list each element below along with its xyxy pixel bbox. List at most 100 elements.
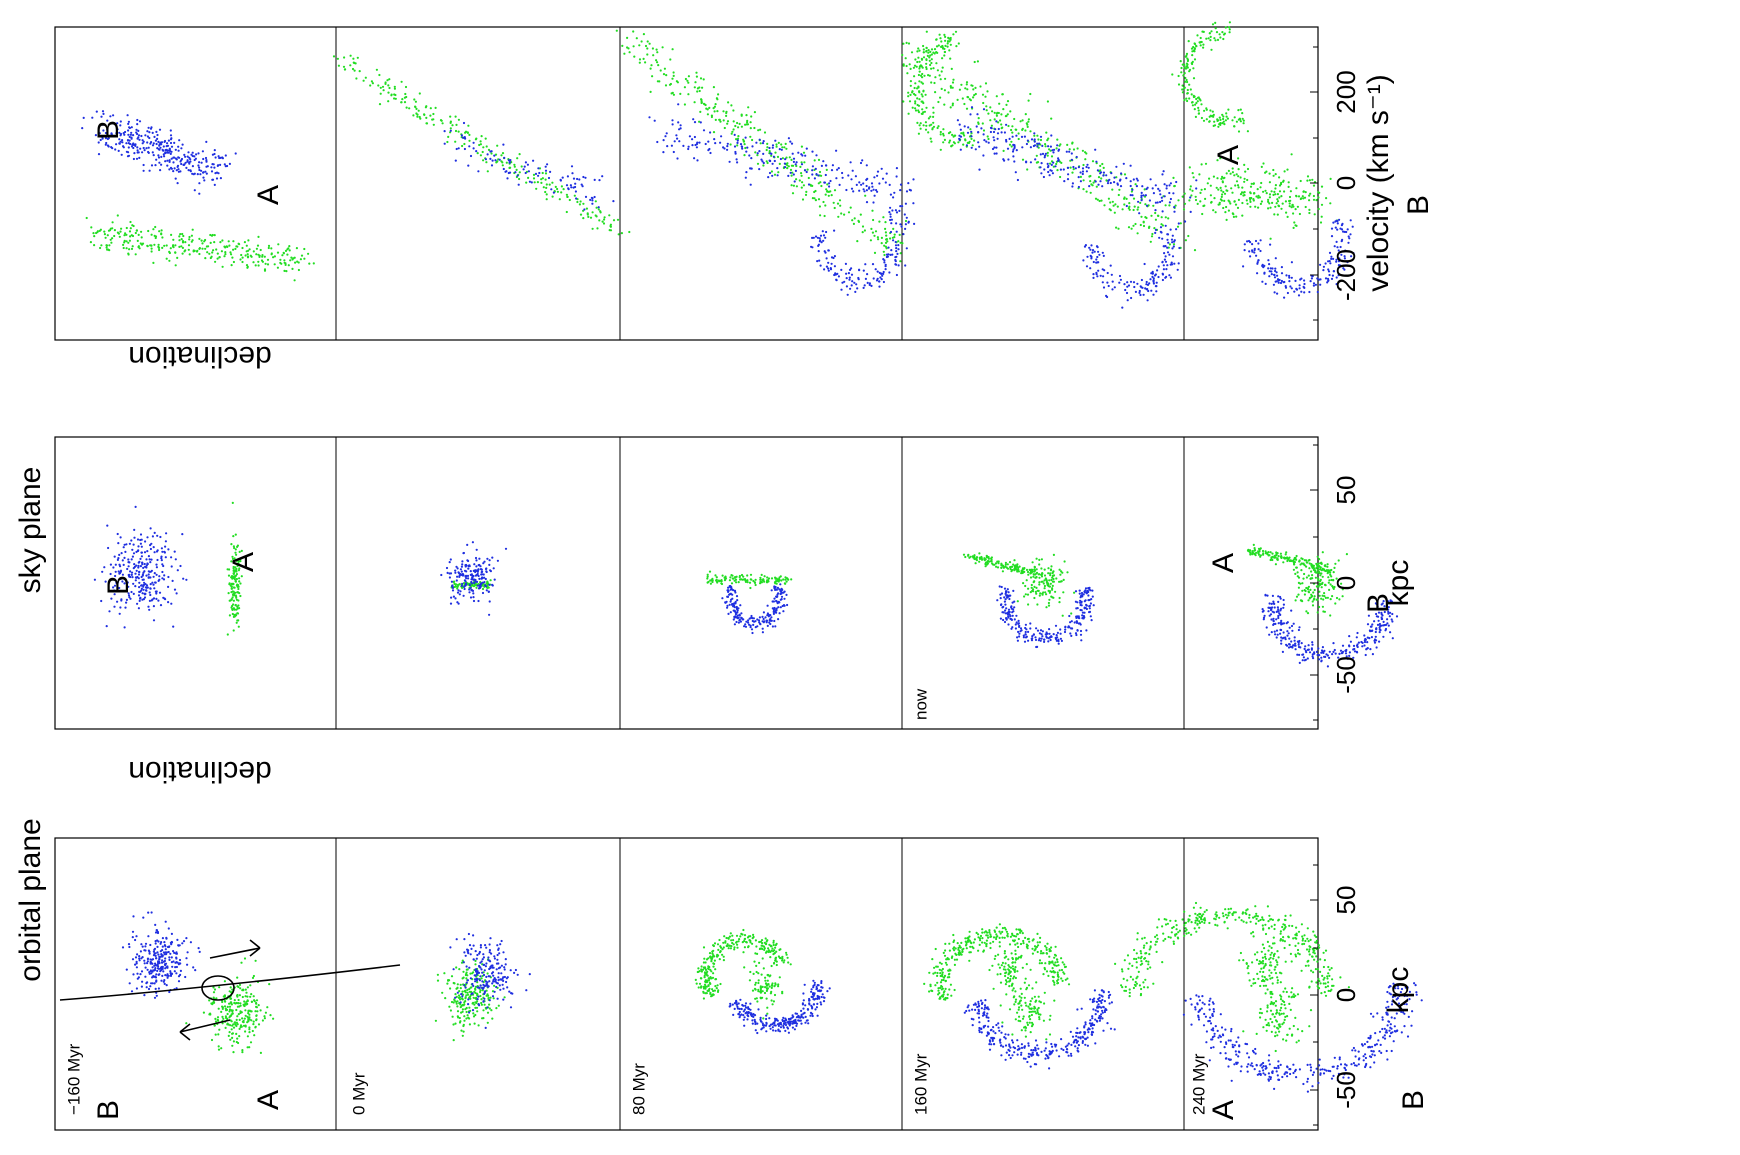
galaxy-a-particle <box>273 263 276 266</box>
galaxy-a-particle <box>1047 601 1050 605</box>
galaxy-a-particle <box>620 232 624 235</box>
galaxy-a-particle <box>1046 942 1049 945</box>
galaxy-a-particle <box>1123 203 1126 206</box>
galaxy-a-particle <box>1294 1016 1297 1020</box>
galaxy-a-particle <box>447 979 450 982</box>
galaxy-a-particle <box>953 958 957 961</box>
galaxy-a-particle <box>1312 930 1315 933</box>
galaxy-a-particle <box>1189 185 1192 188</box>
galaxy-a-particle <box>759 991 763 994</box>
galaxy-a-particle <box>1072 168 1075 171</box>
galaxy-a-particle <box>415 107 418 110</box>
galaxy-a-particle <box>343 68 346 71</box>
galaxy-a-particle <box>1274 205 1277 208</box>
galaxy-a-particle <box>183 250 186 253</box>
galaxy-a-particle <box>1309 938 1312 942</box>
galaxy-a-particle <box>1037 944 1040 947</box>
galaxy-b-particle <box>136 977 139 980</box>
galaxy-a-particle <box>1002 968 1006 971</box>
galaxy-a-particle <box>520 165 523 168</box>
galaxy-a-particle <box>228 568 231 571</box>
galaxy-a-particle <box>651 47 655 50</box>
galaxy-b-particle <box>166 973 169 976</box>
galaxy-b-particle <box>164 948 167 951</box>
galaxy-a-particle <box>979 934 983 938</box>
galaxy-b-particle <box>164 964 167 967</box>
galaxy-a-particle <box>1198 915 1201 919</box>
galaxy-a-particle <box>252 250 255 253</box>
galaxy-a-particle <box>650 64 653 67</box>
galaxy-a-particle <box>1301 939 1304 942</box>
galaxy-a-particle <box>956 98 959 101</box>
galaxy-a-particle <box>1211 110 1214 113</box>
galaxy-a-particle <box>1303 589 1306 592</box>
galaxy-a-particle <box>889 237 892 240</box>
galaxy-a-particle <box>1280 995 1283 998</box>
galaxy-b-particle <box>482 956 485 959</box>
galaxy-a-particle <box>719 950 722 953</box>
galaxy-a-particle <box>795 178 798 181</box>
galaxy-a-particle <box>1010 952 1013 955</box>
galaxy-a-particle <box>1196 96 1200 99</box>
galaxy-a-particle <box>1261 549 1265 553</box>
galaxy-a-particle <box>993 118 996 121</box>
galaxy-a-particle <box>1315 935 1318 939</box>
galaxy-a-particle <box>762 967 765 970</box>
galaxy-a-particle <box>1212 175 1215 178</box>
galaxy-a-particle <box>255 253 258 256</box>
galaxy-a-particle <box>436 973 439 976</box>
galaxy-b-particle <box>169 941 172 944</box>
galaxy-a-particle <box>1331 595 1334 598</box>
galaxy-a-particle <box>157 246 160 249</box>
galaxy-a-particle <box>1180 71 1183 74</box>
galaxy-a-particle <box>922 51 925 54</box>
galaxy-a-particle <box>1126 979 1129 982</box>
galaxy-b-particle <box>153 947 157 950</box>
galaxy-a-particle <box>1081 149 1084 152</box>
galaxy-a-particle <box>1190 101 1194 104</box>
galaxy-a-particle <box>1279 552 1282 555</box>
galaxy-a-particle <box>795 185 799 188</box>
galaxy-a-particle <box>778 162 781 165</box>
galaxy-a-particle <box>227 574 231 577</box>
galaxy-a-particle <box>356 56 359 59</box>
galaxy-a-particle <box>1209 114 1212 117</box>
galaxy-a-particle <box>234 548 237 551</box>
galaxy-a-particle <box>1244 911 1247 915</box>
galaxy-a-particle <box>1161 925 1164 928</box>
galaxy-a-particle <box>1296 571 1299 574</box>
galaxy-a-particle <box>946 993 949 996</box>
galaxy-a-particle <box>899 252 902 255</box>
galaxy-a-particle <box>1276 976 1279 979</box>
galaxy-a-particle <box>482 1009 485 1012</box>
galaxy-a-particle <box>1318 582 1321 585</box>
galaxy-a-particle <box>1231 191 1234 194</box>
galaxy-a-particle <box>775 580 779 583</box>
galaxy-a-particle <box>621 44 624 48</box>
galaxy-a-particle <box>481 150 484 154</box>
galaxy-b-particle <box>143 994 146 997</box>
galaxy-a-particle <box>1048 1033 1052 1036</box>
galaxy-a-particle <box>943 89 947 92</box>
galaxy-a-particle <box>532 173 536 176</box>
galaxy-a-particle <box>1023 567 1026 570</box>
galaxy-a-particle <box>259 248 262 252</box>
galaxy-a-particle <box>958 949 961 953</box>
galaxy-a-particle <box>1294 944 1297 948</box>
galaxy-a-particle <box>1054 945 1057 948</box>
galaxy-a-particle <box>384 82 387 85</box>
galaxy-a-particle <box>405 106 408 109</box>
galaxy-a-particle <box>208 999 211 1002</box>
galaxy-a-particle <box>456 1005 459 1008</box>
galaxy-b-particle <box>164 920 167 923</box>
galaxy-a-particle <box>747 106 750 109</box>
galaxy-b-particle <box>151 976 154 979</box>
galaxy-a-particle <box>400 101 403 104</box>
galaxy-b-particle <box>139 973 142 976</box>
galaxy-a-particle <box>1276 963 1279 966</box>
galaxy-a-particle <box>1047 589 1050 593</box>
galaxy-a-particle <box>601 220 604 223</box>
galaxy-a-particle <box>1270 925 1273 928</box>
galaxy-a-particle <box>940 40 943 43</box>
galaxy-a-particle <box>1210 30 1213 33</box>
